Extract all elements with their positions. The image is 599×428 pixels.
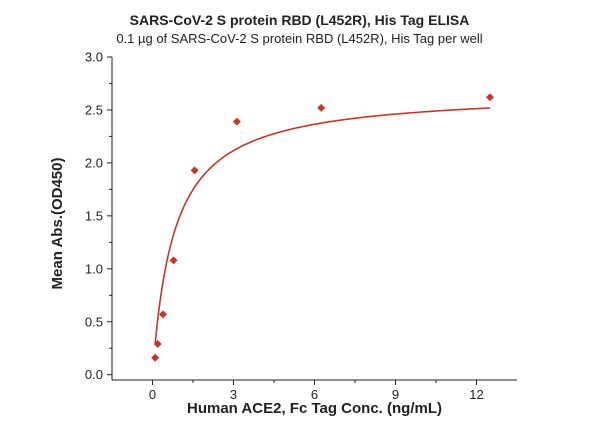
y-ticks: 0.0 0.5 1.0 1.5 2.0 2.5 3.0 <box>85 50 112 382</box>
data-point <box>190 166 199 175</box>
x-tick-label: 9 <box>392 387 399 402</box>
data-point <box>317 103 326 112</box>
data-point <box>159 310 168 319</box>
data-point <box>153 339 162 348</box>
x-tick-label: 12 <box>469 387 483 402</box>
data-point <box>169 256 178 265</box>
chart-subtitle: 0.1 µg of SARS-CoV-2 S protein RBD (L452… <box>116 31 483 46</box>
x-ticks: 0 3 6 9 12 <box>149 380 484 402</box>
data-points <box>151 93 494 362</box>
axes <box>111 57 517 381</box>
y-tick-label: 2.5 <box>85 102 103 117</box>
data-point <box>486 93 494 102</box>
x-tick-label: 3 <box>230 387 237 402</box>
x-axis-title: Human ACE2, Fc Tag Conc. (ng/mL) <box>187 400 442 417</box>
x-tick-label: 6 <box>311 387 318 402</box>
fit-curve <box>154 107 491 344</box>
data-point <box>151 353 160 362</box>
x-tick-label: 0 <box>149 387 156 402</box>
y-tick-label: 0.5 <box>85 314 103 329</box>
y-tick-label: 1.0 <box>85 261 103 276</box>
y-tick-label: 0.0 <box>85 367 103 382</box>
y-tick-label: 2.0 <box>85 155 103 170</box>
data-point <box>232 117 241 126</box>
y-tick-label: 1.5 <box>85 208 103 223</box>
y-tick-label: 3.0 <box>85 50 103 65</box>
y-axis-title: Mean Abs.(OD450) <box>49 158 66 290</box>
chart-title: SARS-CoV-2 S protein RBD (L452R), His Ta… <box>129 12 470 28</box>
